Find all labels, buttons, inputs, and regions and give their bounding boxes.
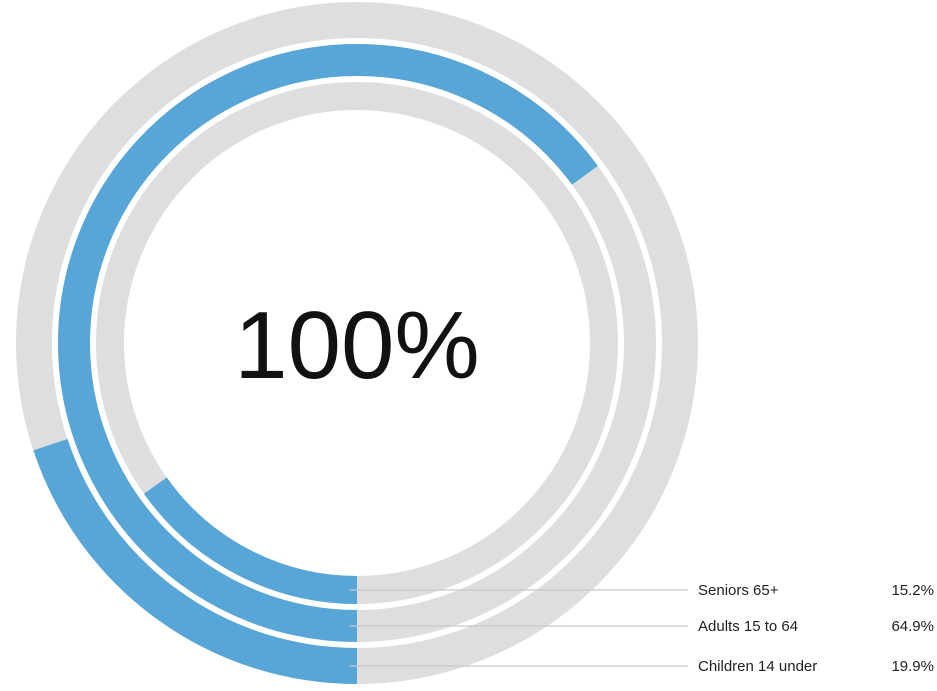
legend-value-children-14-under: 19.9% <box>891 658 934 675</box>
legend-label-adults-15-to-64: Adults 15 to 64 <box>698 618 798 635</box>
legend-leader-lines <box>349 589 688 667</box>
legend-value-seniors-65: 15.2% <box>891 582 934 599</box>
legend: Seniors 65+ 15.2% Adults 15 to 64 64.9% Chil… <box>698 582 934 675</box>
legend-value-adults-15-to-64: 64.9% <box>891 618 934 635</box>
center-total-label: 100% <box>234 292 480 399</box>
legend-label-children-14-under: Children 14 under <box>698 658 817 675</box>
legend-label-seniors-65: Seniors 65+ <box>698 582 779 599</box>
